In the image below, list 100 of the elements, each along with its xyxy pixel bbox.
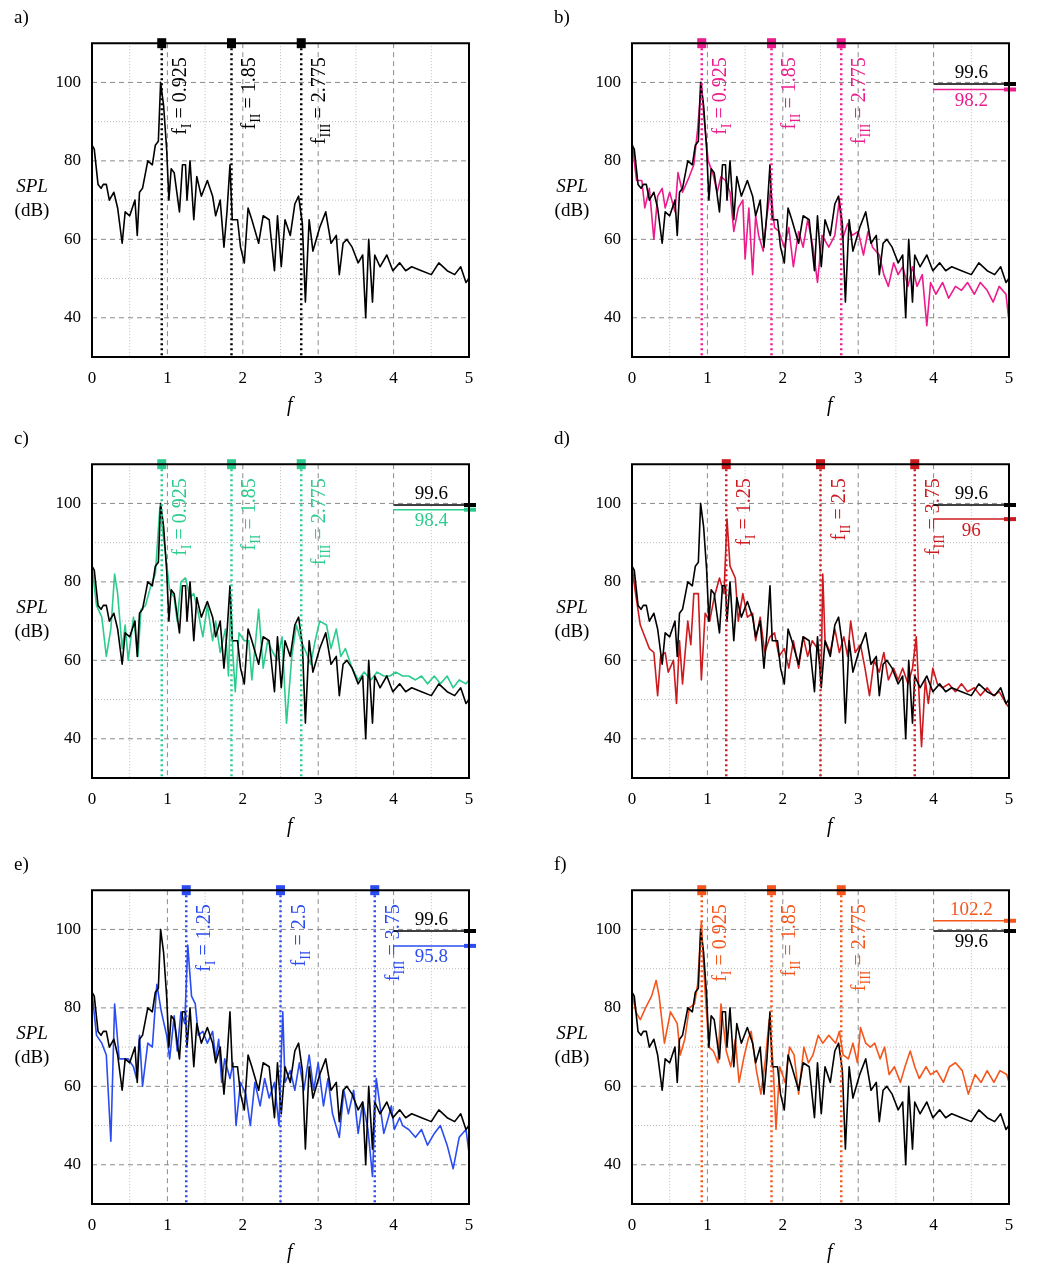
ref-line-label: 96 (961, 518, 981, 540)
x-tick-label: 2 (238, 367, 248, 387)
x-tick-label: 3 (313, 788, 323, 808)
chart-title: b) (554, 6, 570, 28)
x-tick-label: 1 (703, 367, 712, 387)
chart-title: f) (554, 853, 567, 875)
y-tick-label: 100 (55, 492, 81, 512)
chart-title: a) (14, 6, 29, 28)
y-tick-label: 100 (55, 71, 81, 91)
ref-line-label: 99.6 (954, 930, 988, 952)
x-tick-label: 2 (238, 1214, 248, 1234)
y-tick-label: 40 (604, 307, 621, 327)
y-axis-title: SPL (dB) (553, 173, 591, 222)
ref-line-label: fII = 1.85 (237, 478, 264, 551)
x-tick-label: 0 (87, 1214, 97, 1234)
x-axis-title: f (287, 393, 293, 416)
x-tick-label: 1 (703, 1214, 712, 1234)
ref-line-label: fII = 1.85 (777, 904, 804, 977)
y-tick-label: 80 (64, 571, 81, 591)
ref-line-label: fIII = 2.775 (307, 478, 334, 566)
y-tick-label: 80 (64, 997, 81, 1017)
ref-line-label: fII = 1.85 (777, 57, 804, 130)
x-tick-label: 3 (853, 367, 863, 387)
y-tick-label: 80 (64, 150, 81, 170)
x-tick-label: 1 (163, 788, 172, 808)
x-tick-label: 3 (313, 1214, 323, 1234)
x-tick-label: 2 (778, 1214, 788, 1234)
y-axis-title: SPL (dB) (13, 594, 51, 643)
y-tick-label: 40 (64, 307, 81, 327)
x-tick-label: 2 (778, 788, 788, 808)
x-axis-title: f (827, 814, 833, 837)
x-tick-label: 0 (627, 1214, 637, 1234)
ref-line-label: 99.6 (414, 482, 448, 504)
ref-line-label: 102.2 (949, 898, 993, 920)
y-tick-label: 80 (604, 150, 621, 170)
x-tick-label: 4 (389, 788, 399, 808)
y-tick-label: 40 (64, 728, 81, 748)
ref-line-label: fIII = 3.75 (920, 478, 947, 556)
chart-title: e) (14, 853, 29, 875)
ref-line-label: fIII = 2.775 (847, 904, 874, 992)
y-tick-label: 40 (64, 1154, 81, 1174)
ref-line-label: fI = 0.925 (167, 478, 194, 556)
chart-title: d) (554, 427, 570, 449)
ref-line-label: 98.4 (414, 509, 449, 531)
ref-line-label: fIII = 2.775 (307, 57, 334, 145)
ref-line-label: 98.2 (954, 88, 988, 110)
ref-line-label: 95.8 (414, 945, 448, 967)
ref-line-label: fI = 1.25 (732, 478, 759, 546)
ref-line-label: fI = 0.925 (707, 904, 734, 982)
y-tick-label: 80 (604, 997, 621, 1017)
x-tick-label: 5 (1004, 788, 1014, 808)
x-tick-label: 0 (627, 788, 637, 808)
y-tick-label: 40 (604, 1154, 621, 1174)
x-axis-title: f (287, 1240, 293, 1263)
x-tick-label: 0 (627, 367, 637, 387)
ref-line-label: 99.6 (954, 482, 988, 504)
x-tick-label: 5 (464, 1214, 474, 1234)
ref-line-label: fI = 0.925 (167, 57, 194, 135)
y-axis-title: SPL (dB) (553, 1020, 591, 1069)
ref-line-label: fI = 0.925 (707, 57, 734, 135)
y-tick-label: 60 (604, 228, 621, 248)
x-tick-label: 0 (87, 788, 97, 808)
ref-line-label: fII = 1.85 (237, 57, 264, 130)
ref-line-label: fIII = 3.75 (380, 904, 407, 982)
x-tick-label: 5 (464, 367, 474, 387)
x-axis-title: f (827, 1240, 833, 1263)
y-tick-label: 100 (595, 918, 621, 938)
x-tick-label: 1 (703, 788, 712, 808)
x-tick-label: 4 (929, 367, 939, 387)
y-tick-label: 60 (604, 1075, 621, 1095)
x-tick-label: 3 (313, 367, 323, 387)
x-tick-label: 4 (389, 367, 399, 387)
x-tick-label: 4 (929, 788, 939, 808)
x-tick-label: 1 (163, 367, 172, 387)
x-tick-label: 5 (1004, 367, 1014, 387)
y-axis-title: SPL (dB) (13, 1020, 51, 1069)
x-tick-label: 1 (163, 1214, 172, 1234)
ref-line-label: 99.6 (414, 908, 448, 930)
ref-line-label: 99.6 (954, 61, 988, 83)
ref-line-label: fII = 2.5 (286, 904, 313, 967)
x-tick-label: 5 (464, 788, 474, 808)
y-tick-label: 60 (64, 228, 81, 248)
ref-line-label: fI = 1.25 (192, 904, 219, 972)
x-tick-label: 3 (853, 1214, 863, 1234)
x-tick-label: 2 (238, 788, 248, 808)
y-tick-label: 60 (604, 649, 621, 669)
x-tick-label: 4 (929, 1214, 939, 1234)
x-tick-label: 4 (389, 1214, 399, 1234)
y-tick-label: 100 (595, 71, 621, 91)
x-tick-label: 2 (778, 367, 788, 387)
chart-title: c) (14, 427, 29, 449)
x-tick-label: 5 (1004, 1214, 1014, 1234)
x-tick-label: 3 (853, 788, 863, 808)
y-tick-label: 100 (595, 492, 621, 512)
x-axis-title: f (287, 814, 293, 837)
ref-line-label: fII = 2.5 (826, 478, 853, 541)
y-tick-label: 60 (64, 1075, 81, 1095)
x-axis-title: f (827, 393, 833, 416)
y-axis-title: SPL (dB) (13, 173, 51, 222)
x-tick-label: 0 (87, 367, 97, 387)
